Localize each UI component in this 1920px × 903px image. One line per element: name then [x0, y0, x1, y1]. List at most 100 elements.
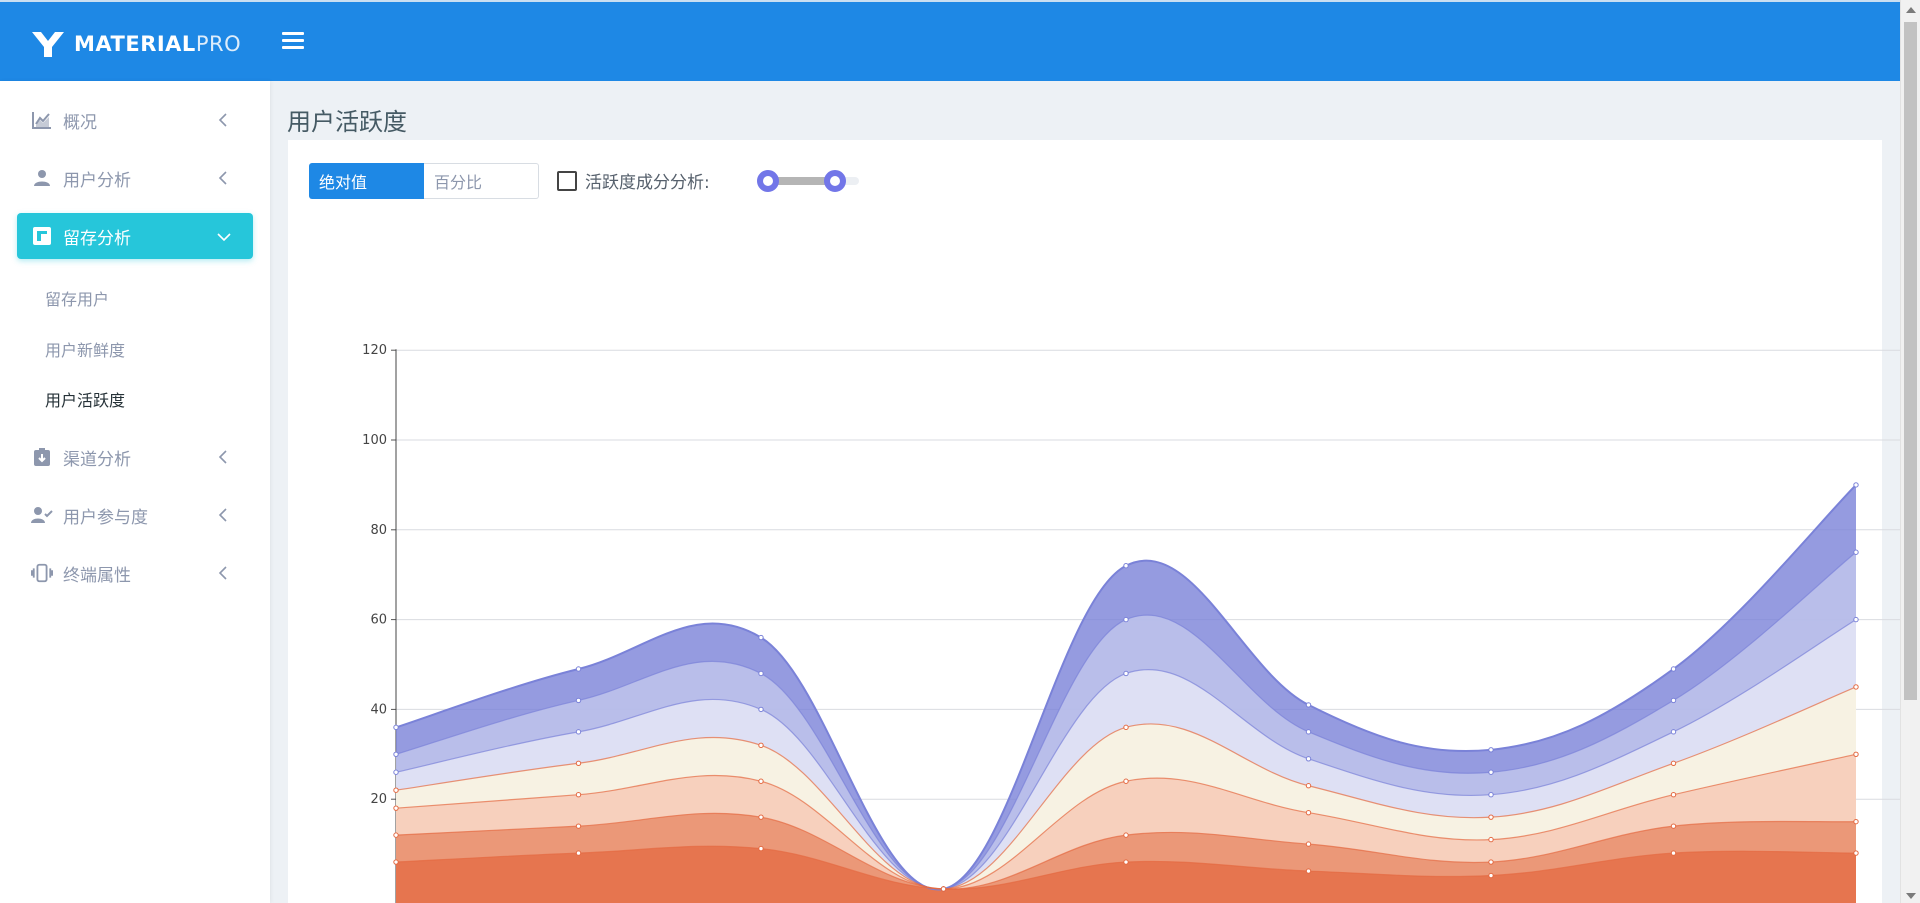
- composition-analysis-label: 活跃度成分分析:: [585, 173, 710, 193]
- percentage-button[interactable]: 百分比: [424, 163, 539, 199]
- sidebar: 概况 用户分析 留存分析 留存用户 用户新鲜度 用户活跃度 渠道分析 用户参与度: [0, 81, 270, 903]
- data-point: [1488, 769, 1494, 775]
- y-tick-label: 80: [370, 523, 387, 538]
- logo-icon: [32, 32, 64, 57]
- data-point: [1670, 792, 1677, 798]
- data-point: [1670, 697, 1677, 704]
- flipboard-icon: [31, 225, 53, 247]
- brand-name: MATERIALPRO: [74, 32, 241, 56]
- sidebar-item-label: 终端属性: [63, 565, 131, 586]
- data-point: [1305, 841, 1312, 847]
- data-point: [1488, 872, 1494, 879]
- data-point: [758, 742, 764, 749]
- area-series-0: [396, 846, 1856, 903]
- data-point: [1123, 778, 1129, 784]
- data-point: [758, 778, 764, 784]
- page-title: 用户活跃度: [287, 108, 407, 136]
- brand-bold: MATERIAL: [74, 32, 196, 56]
- data-point: [1123, 563, 1129, 569]
- absolute-value-button[interactable]: 绝对值: [309, 163, 424, 199]
- data-point: [1123, 724, 1129, 731]
- sidebar-item-label: 用户分析: [63, 170, 131, 191]
- data-point: [940, 886, 947, 892]
- top-navbar: MATERIALPRO: [0, 0, 1900, 81]
- data-point: [1853, 616, 1859, 623]
- slider-range: [768, 177, 835, 185]
- data-point: [393, 787, 399, 793]
- data-point: [575, 850, 582, 856]
- sidebar-item-retention[interactable]: 留存分析: [17, 213, 253, 259]
- data-point: [1488, 792, 1494, 798]
- chevron-left-icon: [218, 450, 227, 464]
- chevron-left-icon: [218, 113, 227, 127]
- slider-handle-max[interactable]: [824, 170, 846, 192]
- scrollbar-thumb[interactable]: [1904, 22, 1917, 700]
- data-point: [1670, 729, 1677, 735]
- data-point: [1853, 818, 1859, 825]
- data-point: [575, 666, 582, 672]
- data-point: [1488, 859, 1494, 865]
- sidebar-item-label: 概况: [63, 112, 97, 133]
- brand-light: PRO: [195, 32, 242, 56]
- stacked-area-chart: 20 40 60 80 100 120: [362, 343, 1900, 903]
- composition-analysis-checkbox[interactable]: [557, 171, 577, 191]
- data-point: [1853, 482, 1859, 488]
- sidebar-item-label: 留存分析: [63, 228, 131, 249]
- sidebar-item-channel-analysis[interactable]: 渠道分析: [17, 434, 253, 480]
- user-icon: [31, 167, 53, 189]
- data-point: [1305, 702, 1312, 708]
- data-point: [1123, 832, 1129, 838]
- y-tick-label: 120: [362, 343, 387, 358]
- y-tick-label: 100: [362, 433, 387, 448]
- data-point: [758, 634, 764, 641]
- data-point: [1853, 684, 1859, 690]
- chevron-down-icon: [217, 233, 231, 242]
- user-check-icon: [31, 504, 53, 526]
- scroll-up-arrow-icon[interactable]: [1906, 7, 1916, 13]
- data-point: [1853, 549, 1859, 555]
- sidebar-subitem-retained-users[interactable]: 留存用户: [45, 290, 110, 309]
- data-point: [758, 706, 764, 713]
- data-point: [393, 832, 399, 838]
- sidebar-item-overview[interactable]: 概况: [17, 97, 253, 143]
- series-line-6: [395, 484, 1857, 891]
- data-point: [393, 769, 399, 775]
- data-point: [1305, 783, 1312, 789]
- data-point: [1305, 729, 1312, 735]
- data-point: [1488, 814, 1494, 820]
- vertical-scrollbar[interactable]: [1900, 0, 1920, 903]
- sidebar-item-user-engagement[interactable]: 用户参与度: [17, 492, 253, 538]
- sidebar-subitem-user-freshness[interactable]: 用户新鲜度: [45, 341, 126, 360]
- data-point: [393, 724, 399, 731]
- data-point: [1488, 747, 1494, 753]
- data-point: [1123, 670, 1129, 677]
- data-point: [393, 751, 399, 757]
- data-point: [1853, 751, 1859, 757]
- brand-logo[interactable]: MATERIALPRO: [30, 30, 241, 58]
- data-point: [575, 729, 582, 735]
- data-point: [393, 805, 399, 811]
- slider-handle-min[interactable]: [757, 170, 779, 192]
- clipboard-download-icon: [31, 446, 53, 468]
- y-tick-label: 40: [370, 702, 387, 717]
- scroll-down-arrow-icon[interactable]: [1906, 893, 1916, 899]
- chevron-left-icon: [218, 171, 227, 185]
- range-slider[interactable]: [757, 170, 859, 192]
- line-chart-icon: [31, 109, 53, 131]
- data-point: [575, 792, 582, 798]
- data-point: [1123, 616, 1129, 623]
- data-point: [1305, 756, 1312, 762]
- sidebar-item-user-analysis[interactable]: 用户分析: [17, 155, 253, 201]
- series-line-4: [395, 619, 1857, 890]
- data-point: [1670, 666, 1677, 672]
- sidebar-subitem-user-activity[interactable]: 用户活跃度: [45, 391, 126, 410]
- hamburger-menu-icon[interactable]: [282, 32, 304, 50]
- data-point: [1488, 836, 1494, 843]
- y-tick-label: 20: [370, 792, 387, 807]
- vibrate-phone-icon: [31, 562, 53, 584]
- data-point: [1853, 850, 1859, 856]
- sidebar-item-device-properties[interactable]: 终端属性: [17, 550, 253, 596]
- series-line-2: [395, 753, 1857, 890]
- y-tick-label: 60: [370, 613, 387, 628]
- data-point: [1670, 760, 1677, 766]
